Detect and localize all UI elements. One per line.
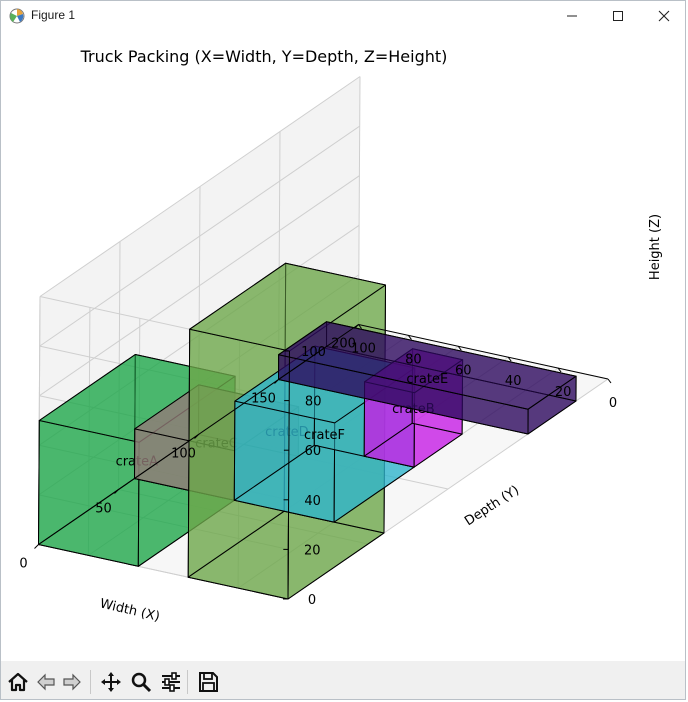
minimize-button[interactable] (549, 1, 595, 31)
z-tick-label: 20 (304, 543, 321, 558)
y-tick-label: 150 (251, 392, 276, 407)
x-tick (457, 345, 462, 351)
y-tick (274, 379, 279, 384)
crate-label: crateE (406, 372, 448, 387)
x-tick (358, 324, 362, 329)
zoom-button[interactable] (128, 669, 154, 695)
z-gridline-side (39, 76, 361, 297)
y-tick (34, 544, 39, 549)
x-tick-label: 60 (455, 363, 472, 378)
back-icon (37, 673, 55, 691)
forward-icon (63, 673, 81, 691)
toolbar-separator (90, 670, 91, 694)
z-axis-label: Height (Z) (648, 214, 663, 280)
home-icon (8, 672, 28, 692)
zoom-icon (131, 672, 152, 693)
z-tick-label: 100 (301, 345, 326, 360)
close-icon (658, 10, 670, 22)
y-tick-label: 100 (171, 447, 196, 462)
y-axis-label: Depth (Y) (462, 483, 522, 529)
y-tick-label: 50 (95, 502, 112, 517)
navigation-toolbar (1, 661, 685, 699)
forward-button[interactable] (59, 669, 85, 695)
z-tick-label: 60 (305, 444, 322, 459)
pan-icon (101, 672, 121, 692)
toolbar-separator (187, 670, 188, 694)
minimize-icon (567, 15, 577, 17)
x-tick (407, 335, 412, 340)
z-axis-line (287, 350, 290, 600)
x-tick-label: 40 (505, 374, 522, 389)
x-axis-line (358, 324, 609, 380)
x-tick-label: 100 (351, 342, 376, 357)
configure-subplots-button[interactable] (158, 669, 184, 695)
chart-title: Truck Packing (X=Width, Y=Depth, Z=Heigh… (80, 47, 448, 66)
title-bar: Figure 1 (1, 1, 685, 31)
crate-face-top (278, 321, 577, 410)
x-tick (607, 378, 612, 384)
axes-lines: 0 20 40 60 80 100 0 50 100 150 200 0 20 40 60 80 100 (19, 324, 617, 608)
crate-face-top (189, 262, 386, 352)
plot-canvas[interactable]: Truck Packing (X=Width, Y=Depth, Z=Heigh… (1, 31, 686, 661)
x-axis-label: Width (X) (98, 596, 161, 624)
x-tick (557, 367, 562, 373)
window-title: Figure 1 (31, 8, 76, 22)
z-tick-label: 80 (305, 395, 322, 410)
back-button[interactable] (33, 669, 59, 695)
y-tick (194, 434, 199, 439)
y-tick (354, 324, 359, 329)
save-button[interactable] (195, 669, 221, 695)
y-tick-label: 0 (19, 557, 27, 572)
maximize-icon (613, 11, 623, 21)
save-icon (199, 672, 218, 692)
pan-button[interactable] (98, 669, 124, 695)
matplotlib-app-icon (9, 8, 25, 24)
z-gridline-side (39, 175, 360, 397)
maximize-button[interactable] (595, 1, 641, 31)
crate-label: crateF (304, 428, 345, 443)
close-button[interactable] (641, 1, 685, 31)
x-tick (507, 356, 512, 362)
crates: crateAcrateCcrateDcrateFcrateBcrateE (38, 262, 577, 600)
x-tick-label: 0 (609, 396, 617, 411)
home-button[interactable] (5, 669, 31, 695)
x-tick-label: 20 (555, 385, 572, 400)
z-tick-label: 0 (308, 593, 316, 608)
y-tick-label: 200 (331, 337, 356, 352)
x-tick-label: 80 (405, 352, 422, 367)
z-tick-label: 40 (304, 494, 321, 509)
y-tick (114, 489, 119, 494)
configure-subplots-icon (162, 672, 180, 692)
crate-crateE: crateE (278, 321, 577, 435)
z-gridline-side (39, 125, 360, 347)
